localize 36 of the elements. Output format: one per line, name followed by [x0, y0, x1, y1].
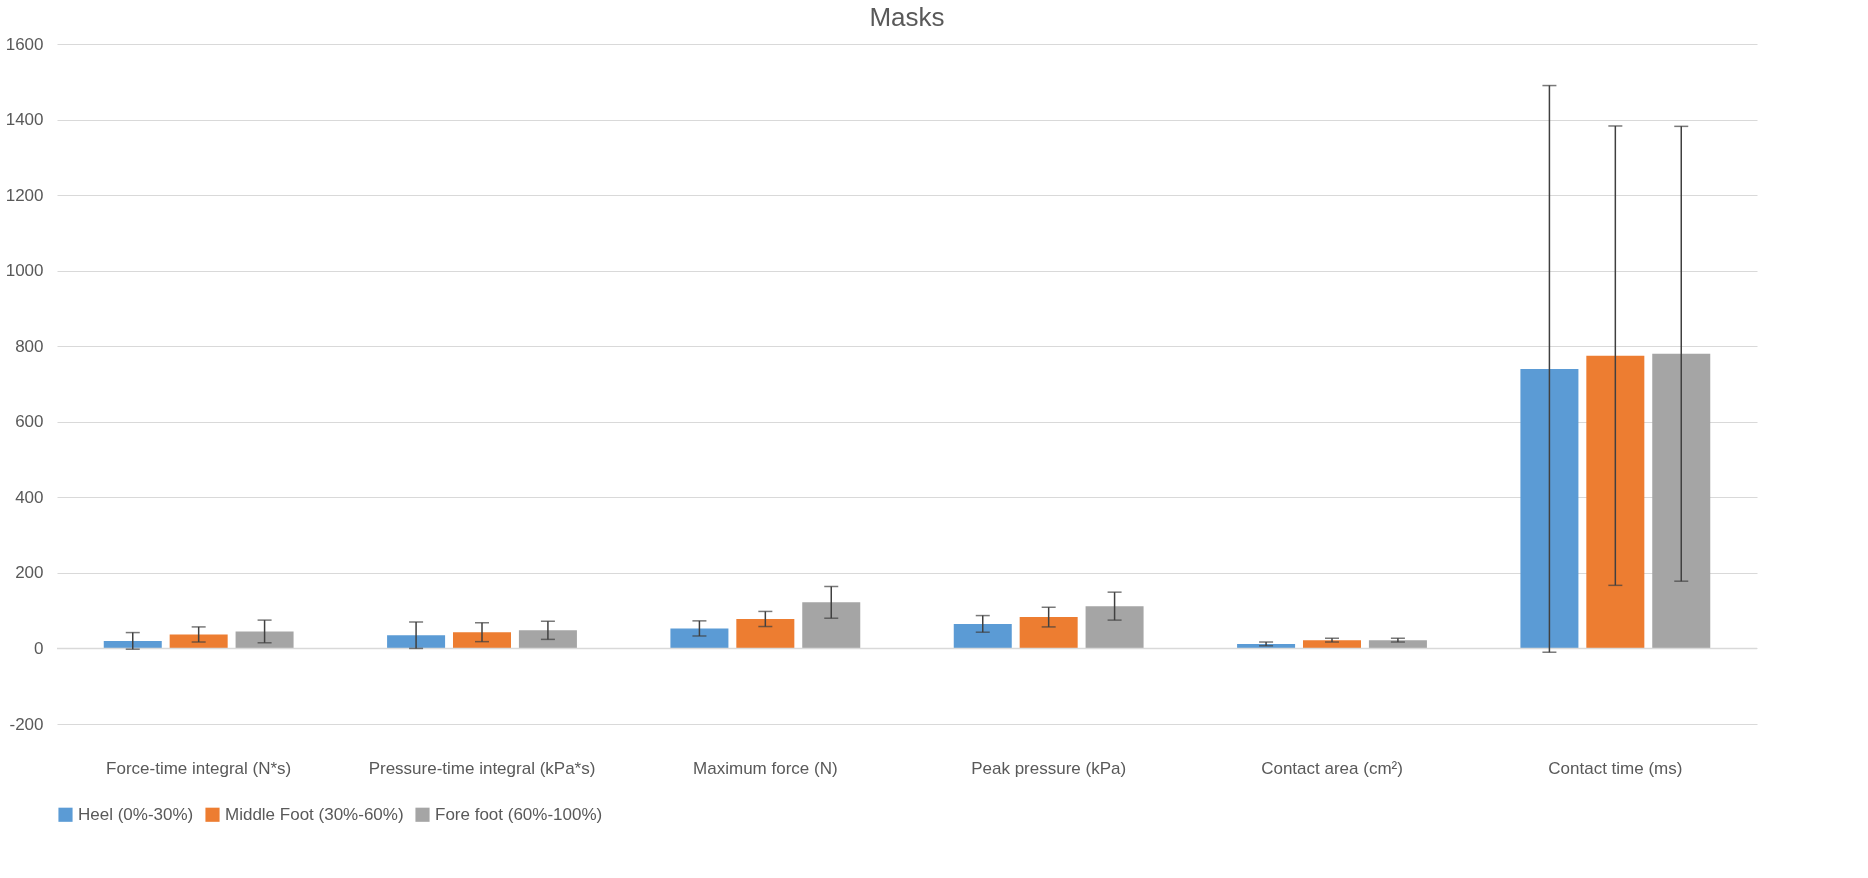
legend-label: Fore foot (60%-100%): [435, 804, 603, 824]
bar: [518, 630, 577, 649]
y-tick-label: 1600: [5, 34, 44, 54]
bar: [1520, 368, 1579, 649]
legend-label: Heel (0%-30%): [78, 804, 194, 824]
x-tick-label: Force-time integral (N*s): [106, 758, 292, 778]
y-tick-label: 600: [15, 412, 44, 432]
y-tick-label: 1000: [5, 261, 44, 281]
y-tick-label: 0: [34, 638, 44, 658]
bar: [1586, 355, 1645, 649]
bar: [387, 635, 446, 649]
y-tick-label: 1400: [5, 110, 44, 130]
bar: [1085, 606, 1144, 649]
bar: [453, 632, 511, 649]
bar: [1368, 640, 1427, 649]
bar: [802, 602, 861, 649]
x-tick-label: Contact area (cm²): [1261, 758, 1403, 778]
y-tick-label: 800: [15, 336, 44, 356]
chart-title: Masks: [869, 2, 945, 32]
bar: [235, 631, 294, 649]
x-tick-label: Contact time (ms): [1548, 758, 1683, 778]
x-tick-label: Peak pressure (kPa): [971, 758, 1127, 778]
y-tick-label: -200: [9, 714, 44, 734]
bar: [169, 634, 228, 649]
y-tick-label: 400: [15, 487, 44, 507]
bar: [953, 623, 1012, 649]
legend-label: Middle Foot (30%-60%): [225, 804, 404, 824]
bar: [1303, 640, 1361, 649]
x-tick-label: Pressure-time integral (kPa*s): [368, 758, 596, 778]
bar: [1652, 353, 1711, 649]
x-tick-label: Maximum force (N): [693, 758, 838, 778]
y-tick-label: 1200: [5, 185, 44, 205]
bar: [736, 618, 795, 649]
bar: [670, 628, 729, 649]
y-tick-label: 200: [15, 563, 44, 583]
bar: [1019, 617, 1078, 649]
